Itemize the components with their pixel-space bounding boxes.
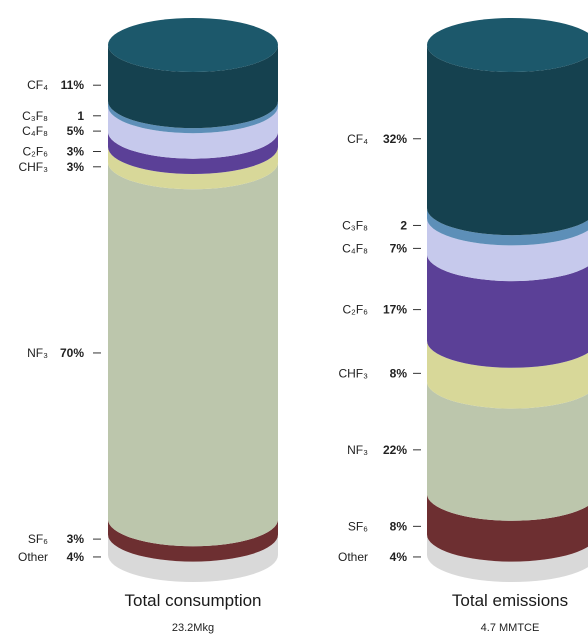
- gas-name: C₂F₆: [343, 303, 369, 317]
- cylinder-1: CF₄ 11% C₃F₈ 1 C₄F₈ 5% C₂F₆ 3% CHF₃ 3% NF₃ 70% SF₆ 3%…: [18, 18, 278, 634]
- value-label: 2: [400, 218, 407, 232]
- cylinder-top-cap: [427, 18, 588, 72]
- gas-name: NF₃: [27, 346, 48, 360]
- gas-name: Other: [338, 550, 368, 564]
- gas-name: CHF₃: [338, 366, 368, 380]
- label-cf₄: CF₄ 32%: [347, 132, 421, 146]
- value-label: 1: [77, 109, 84, 123]
- label-sf₆: SF₆ 3%: [28, 532, 101, 546]
- segment-cf₄: [427, 45, 588, 236]
- segment-c₃f₈: [427, 208, 588, 246]
- cylinder-2: CF₄ 32% C₃F₈ 2 C₄F₈ 7% C₂F₆ 17% CHF₃ 8% NF₃ 22% SF₆ 8…: [338, 18, 588, 634]
- value-label: 5%: [67, 124, 85, 138]
- gas-name: C₄F₈: [342, 241, 368, 255]
- value-label: 4%: [390, 550, 408, 564]
- gas-name: C₂F₆: [23, 145, 49, 159]
- segment-nf₃: [427, 381, 588, 521]
- chart-subtitle: 23.2Mkg: [172, 622, 214, 634]
- gas-name: C₃F₈: [342, 218, 368, 232]
- gas-name: C₃F₈: [22, 109, 48, 123]
- segment-sf₆: [108, 519, 278, 562]
- value-label: 17%: [383, 303, 407, 317]
- segment-c₂f₆: [427, 254, 588, 368]
- value-label: 3%: [67, 145, 85, 159]
- segment-cf₄: [108, 45, 278, 129]
- label-c₃f₈: C₃F₈ 1: [22, 109, 101, 123]
- segment-chf₃: [427, 340, 588, 409]
- label-sf₆: SF₆ 8%: [348, 519, 421, 533]
- value-label: 70%: [60, 346, 84, 360]
- gas-name: CF₄: [27, 78, 48, 92]
- label-c₄f₈: C₄F₈ 7%: [342, 241, 421, 255]
- segment-sf₆: [427, 493, 588, 562]
- label-c₄f₈: C₄F₈ 5%: [22, 124, 101, 138]
- label-c₂f₆: C₂F₆ 3%: [23, 145, 101, 159]
- gas-name: CF₄: [347, 132, 368, 146]
- gas-name: NF₃: [347, 443, 368, 457]
- segment-other: [427, 534, 588, 582]
- label-chf₃: CHF₃ 8%: [338, 366, 421, 380]
- gas-name: SF₆: [348, 519, 368, 533]
- chart-subtitle: 4.7 MMTCE: [481, 622, 540, 634]
- label-c₃f₈: C₃F₈ 2: [342, 218, 421, 232]
- segment-c₂f₆: [108, 131, 278, 174]
- label-cf₄: CF₄ 11%: [27, 78, 101, 92]
- label-other: Other 4%: [338, 550, 421, 564]
- value-label: 7%: [390, 241, 408, 255]
- segment-chf₃: [108, 147, 278, 190]
- label-nf₃: NF₃ 22%: [347, 443, 421, 457]
- gas-name: SF₆: [28, 532, 48, 546]
- cylinder-top-cap: [108, 18, 278, 72]
- value-label: 3%: [67, 160, 85, 174]
- value-label: 4%: [67, 550, 85, 564]
- value-label: 8%: [390, 519, 408, 533]
- value-label: 32%: [383, 132, 407, 146]
- value-label: 11%: [61, 78, 85, 92]
- label-c₂f₆: C₂F₆ 17%: [343, 303, 421, 317]
- label-chf₃: CHF₃ 3%: [18, 160, 101, 174]
- segment-nf₃: [108, 162, 278, 547]
- gas-name: Other: [18, 550, 48, 564]
- gas-name: CHF₃: [18, 160, 48, 174]
- segment-c₄f₈: [108, 106, 278, 159]
- gas-name: C₄F₈: [22, 124, 48, 138]
- chart-title: Total emissions: [452, 591, 568, 610]
- chart-title: Total consumption: [124, 591, 261, 610]
- value-label: 22%: [383, 443, 407, 457]
- segment-c₄f₈: [427, 218, 588, 282]
- segment-other: [108, 534, 278, 582]
- label-other: Other 4%: [18, 550, 101, 564]
- label-nf₃: NF₃ 70%: [27, 346, 101, 360]
- segment-c₃f₈: [108, 101, 278, 134]
- value-label: 3%: [67, 532, 85, 546]
- value-label: 8%: [390, 366, 408, 380]
